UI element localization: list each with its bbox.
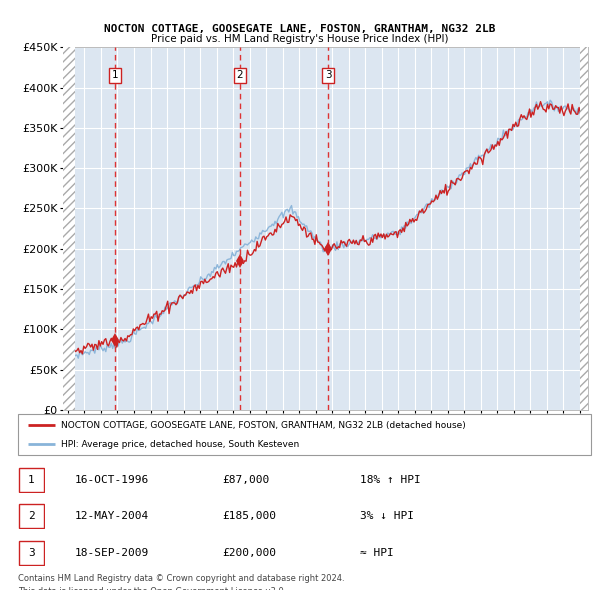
Text: 1: 1	[28, 475, 35, 484]
Text: 12-MAY-2004: 12-MAY-2004	[75, 512, 149, 521]
Bar	[63, 47, 75, 410]
Text: This data is licensed under the Open Government Licence v3.0.: This data is licensed under the Open Gov…	[18, 587, 286, 590]
Text: 2: 2	[28, 512, 35, 521]
Text: Contains HM Land Registry data © Crown copyright and database right 2024.: Contains HM Land Registry data © Crown c…	[18, 574, 344, 583]
Text: £87,000: £87,000	[222, 475, 269, 484]
Text: £185,000: £185,000	[222, 512, 276, 521]
Text: £200,000: £200,000	[222, 548, 276, 558]
Text: NOCTON COTTAGE, GOOSEGATE LANE, FOSTON, GRANTHAM, NG32 2LB (detached house): NOCTON COTTAGE, GOOSEGATE LANE, FOSTON, …	[61, 421, 466, 430]
Text: ≈ HPI: ≈ HPI	[360, 548, 394, 558]
Text: 18% ↑ HPI: 18% ↑ HPI	[360, 475, 421, 484]
Text: 16-OCT-1996: 16-OCT-1996	[75, 475, 149, 484]
Bar	[580, 47, 588, 410]
Text: 18-SEP-2009: 18-SEP-2009	[75, 548, 149, 558]
Text: 1: 1	[112, 70, 118, 80]
Text: 3: 3	[325, 70, 331, 80]
Text: 2: 2	[236, 70, 243, 80]
Text: NOCTON COTTAGE, GOOSEGATE LANE, FOSTON, GRANTHAM, NG32 2LB: NOCTON COTTAGE, GOOSEGATE LANE, FOSTON, …	[104, 24, 496, 34]
Text: Price paid vs. HM Land Registry's House Price Index (HPI): Price paid vs. HM Land Registry's House …	[151, 34, 449, 44]
Text: 3: 3	[28, 548, 35, 558]
Text: HPI: Average price, detached house, South Kesteven: HPI: Average price, detached house, Sout…	[61, 440, 299, 449]
Text: 3% ↓ HPI: 3% ↓ HPI	[360, 512, 414, 521]
